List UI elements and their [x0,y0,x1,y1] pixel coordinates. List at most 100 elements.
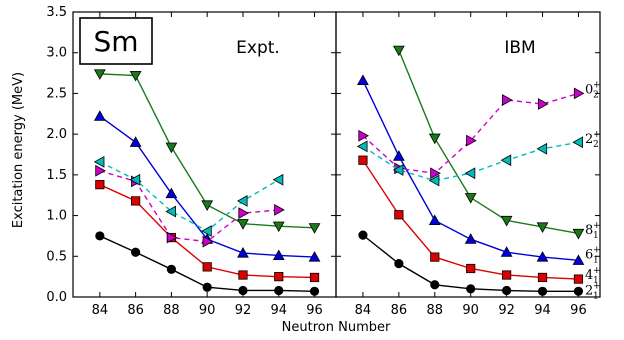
state-label-sup: + [593,130,601,140]
data-point-ibm-8_1 [500,215,513,227]
data-point-ibm-6_1 [500,246,513,257]
series-line-expt-0_2 [99,170,279,243]
data-point-expt-0_2 [95,164,106,177]
data-point-ibm-0_2 [573,87,585,100]
state-label-sup: + [593,80,601,90]
state-label-base: 4 [585,268,593,283]
element-label: Sm [93,25,138,58]
series-line-ibm-8_1 [398,50,579,235]
data-point-ibm-2_2 [500,154,512,167]
data-point-ibm-0_2 [358,129,369,142]
state-label-sup: + [593,281,601,291]
data-point-ibm-2_1 [430,280,440,290]
data-point-expt-8_1 [129,70,142,82]
y-tick-label: 3.0 [46,46,67,61]
data-point-expt-8_1 [272,221,285,233]
x-tick-label: 84 [355,303,372,318]
data-point-expt-8_1 [201,200,214,212]
data-point-ibm-0_2 [537,98,549,110]
data-point-expt-8_1 [308,223,321,234]
data-point-ibm-2_2 [392,164,404,176]
data-point-expt-2_2 [165,205,176,218]
data-point-ibm-8_1 [428,133,441,145]
data-point-expt-0_2 [202,235,214,248]
state-label-6_1: 6 +1 [585,246,601,266]
state-label-sup: + [593,246,601,256]
data-point-expt-8_1 [165,142,178,154]
x-tick-label: 90 [462,303,479,318]
y-tick-label: 1.0 [46,209,67,224]
data-point-expt-2_1 [166,264,177,274]
x-tick-label: 86 [127,303,144,318]
state-label-2_2: 2 +2 [585,130,601,150]
data-point-ibm-8_1 [392,45,405,57]
x-tick-label: 92 [235,303,252,318]
data-point-expt-6_1 [308,251,321,262]
data-point-ibm-8_1 [572,228,585,240]
data-point-expt-6_1 [129,136,142,147]
data-point-expt-4_1 [202,262,212,272]
state-label-4_1: 4 +1 [585,266,601,286]
data-point-ibm-0_2 [502,94,513,106]
data-point-expt-6_1 [93,110,106,121]
panel-title-expt: Expt. [236,38,280,58]
data-point-expt-2_1 [202,282,212,292]
element-label-box [79,17,153,65]
y-tick-label: 0.5 [46,249,67,264]
state-label-sup: + [593,266,601,276]
data-point-expt-0_2 [274,203,285,216]
x-tick-label: 90 [199,303,216,318]
x-tick-label: 92 [498,303,515,318]
x-tick-label: 94 [534,303,551,318]
data-point-expt-2_2 [236,195,248,207]
data-point-expt-2_1 [131,247,141,257]
data-point-expt-0_2 [238,207,249,220]
data-point-expt-0_2 [166,231,178,244]
data-point-expt-6_1 [165,187,178,199]
state-label-sub: 2 [593,140,599,150]
data-point-ibm-4_1 [537,272,548,283]
y-axis-title: Excitation energy (MeV) [11,72,26,228]
state-label-0_2: 0 +2 [585,80,601,100]
series-line-ibm-0_2 [362,92,579,174]
data-point-ibm-4_1 [573,274,584,284]
series-line-expt-2_2 [99,161,280,232]
y-tick-label: 2.0 [46,127,67,142]
x-tick-label: 84 [92,303,109,318]
data-point-ibm-6_1 [464,233,477,244]
state-label-base: 8 [585,223,593,238]
data-point-ibm-8_1 [536,222,549,233]
state-label-base: 2 [585,132,593,147]
y-tick-label: 0.0 [46,290,67,305]
state-label-base: 6 [585,248,593,263]
y-tick-label: 2.5 [46,86,67,101]
x-tick-label: 94 [270,303,287,318]
data-point-ibm-6_1 [536,251,549,262]
data-point-ibm-0_2 [430,167,441,180]
data-point-ibm-2_1 [358,230,368,240]
state-label-sub: 1 [593,256,599,266]
data-point-ibm-6_1 [357,74,369,85]
y-tick-label: 3.5 [46,5,67,20]
state-label-sub: 1 [593,231,599,241]
data-point-expt-4_1 [274,272,284,282]
data-point-expt-6_1 [272,249,285,261]
state-label-base: 2 [585,283,593,298]
data-point-ibm-2_1 [394,259,404,269]
data-point-expt-2_2 [129,173,141,186]
data-point-ibm-4_1 [430,252,440,262]
state-label-sub: 2 [593,90,599,100]
state-label-2_1: 2 +1 [585,281,601,301]
data-point-ibm-6_1 [572,254,585,265]
data-point-ibm-2_2 [356,140,368,153]
state-label-sub: 1 [593,291,599,301]
data-point-expt-4_1 [95,180,105,190]
y-tick-label: 1.5 [46,168,67,183]
data-point-ibm-6_1 [392,150,405,161]
data-point-ibm-4_1 [466,263,476,274]
panel-frame-ibm [335,11,601,298]
state-label-sub: 1 [593,276,599,286]
state-label-8_1: 8 +1 [585,221,601,241]
data-point-ibm-2_2 [464,167,476,180]
data-point-expt-6_1 [237,247,249,258]
